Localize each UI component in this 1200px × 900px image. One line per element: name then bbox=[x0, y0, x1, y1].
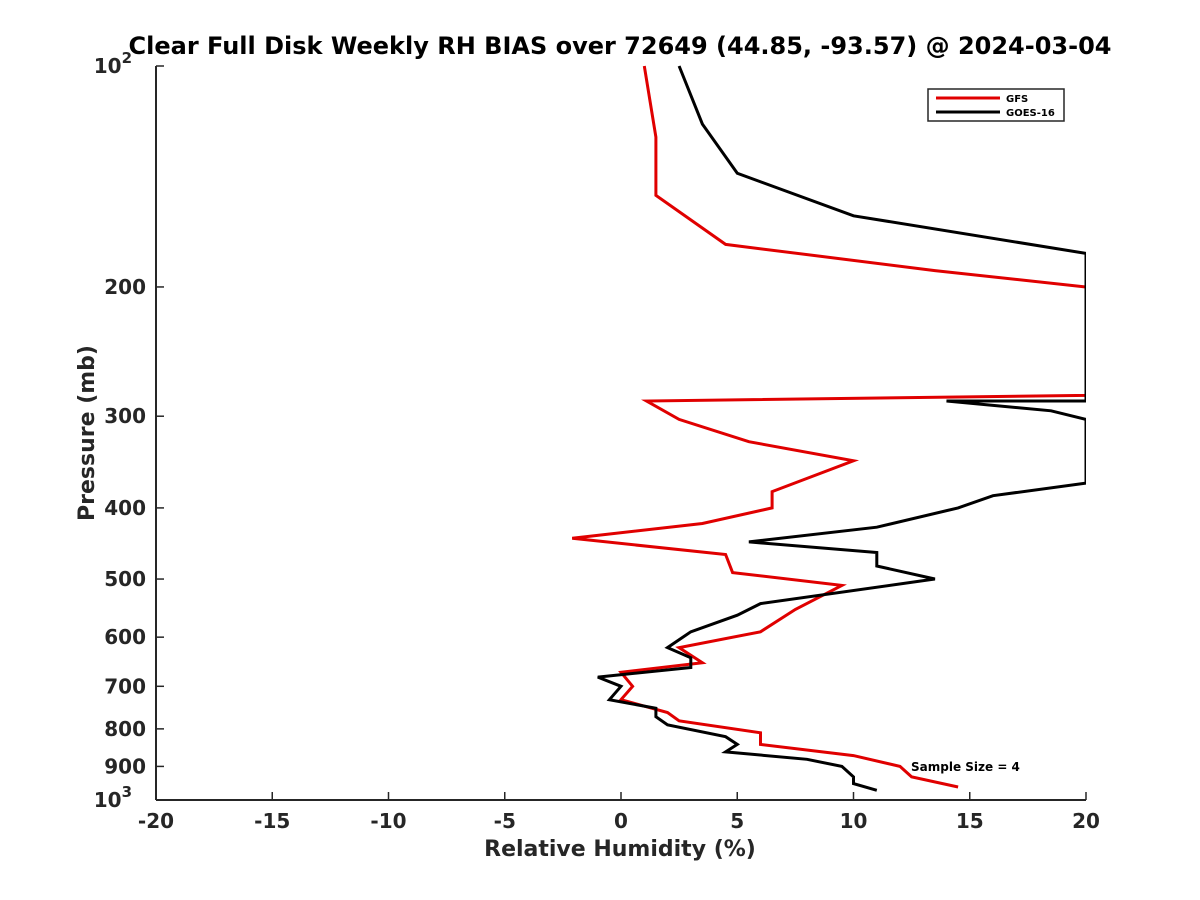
y-tick-exponent: 2 bbox=[122, 49, 132, 67]
series-line-goes-16 bbox=[597, 65, 1086, 792]
x-tick-label: -5 bbox=[494, 809, 516, 833]
y-tick-label: 900 bbox=[104, 754, 146, 778]
legend-box bbox=[927, 88, 1065, 122]
legend-label-goes-16: GOES-16 bbox=[1006, 108, 1055, 119]
x-tick-label: 10 bbox=[840, 809, 868, 833]
y-tick-label: 102 bbox=[94, 49, 132, 78]
y-tick-exponent: 3 bbox=[122, 783, 132, 801]
y-axis-title: Pressure (mb) bbox=[75, 345, 100, 521]
series-line-gfs bbox=[572, 65, 1086, 789]
x-tick-label: 5 bbox=[730, 809, 744, 833]
x-tick-label: -20 bbox=[138, 809, 174, 833]
y-tick-base: 10 bbox=[94, 54, 122, 78]
x-tick-label: 0 bbox=[614, 809, 628, 833]
x-tick-label: 20 bbox=[1072, 809, 1100, 833]
plot-layer: -20 -15 -10 -5 0 5 10 15 20102200300400500600700… bbox=[94, 49, 1100, 833]
y-tick-label: 800 bbox=[104, 717, 146, 741]
legend: GFS GOES-16 bbox=[927, 88, 1065, 122]
y-tick-label: 500 bbox=[104, 567, 146, 591]
y-tick-base: 10 bbox=[94, 788, 122, 812]
x-tick-label: -15 bbox=[254, 809, 290, 833]
y-tick-label: 300 bbox=[104, 404, 146, 428]
y-tick-label: 600 bbox=[104, 625, 146, 649]
x-tick-label: -10 bbox=[370, 809, 406, 833]
y-tick-label: 200 bbox=[104, 275, 146, 299]
x-axis-title: Relative Humidity (%) bbox=[484, 837, 756, 862]
chart-title: Clear Full Disk Weekly RH BIAS over 7264… bbox=[129, 32, 1112, 60]
y-tick-label: 400 bbox=[104, 496, 146, 520]
x-tick-label: 15 bbox=[956, 809, 984, 833]
sample-size-annotation: Sample Size = 4 bbox=[911, 760, 1020, 774]
y-tick-label: 103 bbox=[94, 783, 132, 812]
legend-label-gfs: GFS bbox=[1006, 94, 1028, 105]
y-tick-label: 700 bbox=[104, 674, 146, 698]
